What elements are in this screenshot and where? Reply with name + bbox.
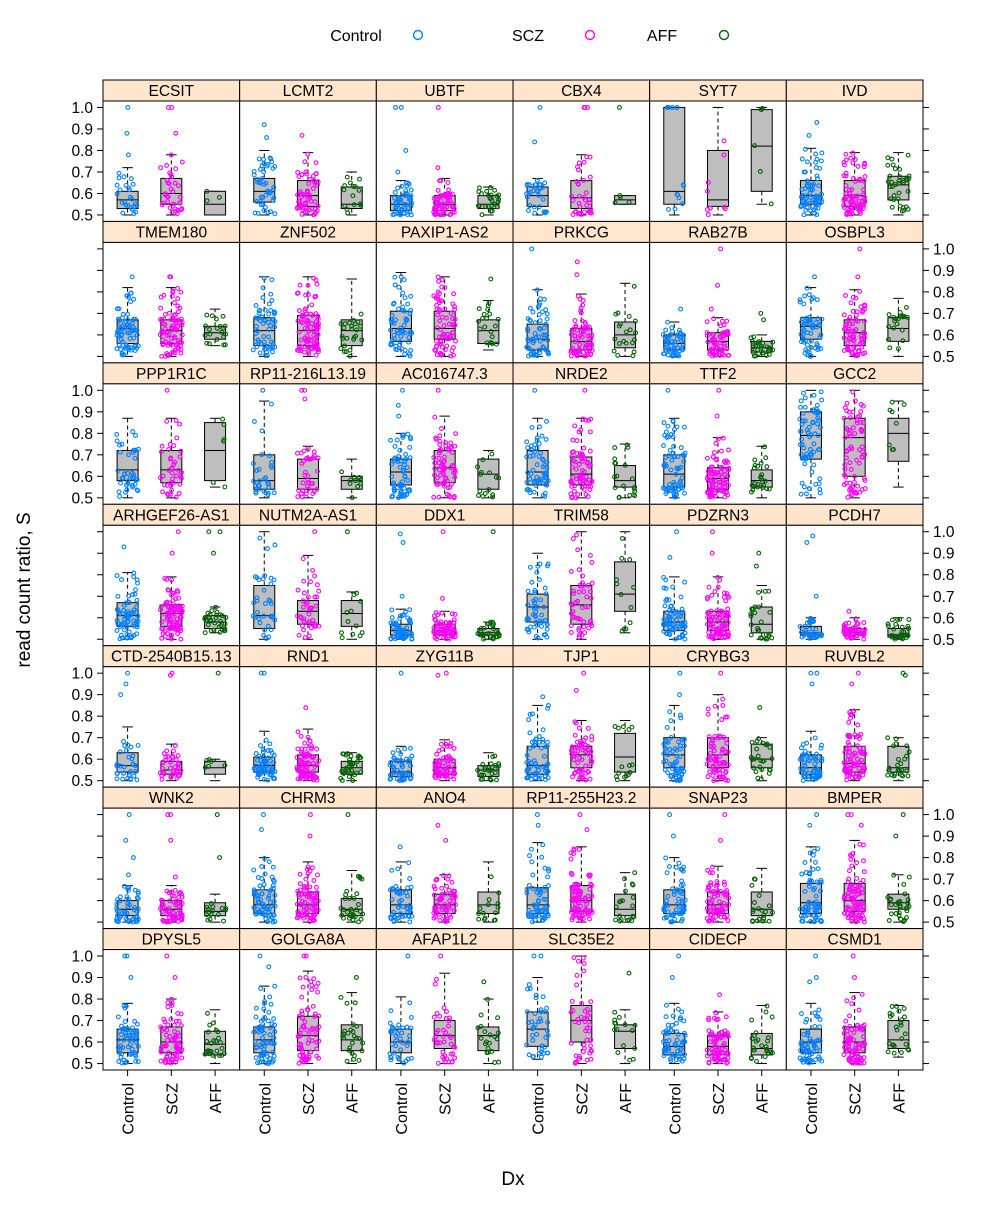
panel-cbx4: CBX4 (513, 80, 650, 221)
strip-label: PRKCG (554, 224, 609, 241)
panel-grid: ECSIT LCMT2 UBTF CBX4 SYT7 IVD TMEM180 ZNF502 PA… (103, 80, 923, 1070)
panel-wnk2: WNK2 (103, 787, 240, 928)
strip-label: PPP1R1C (136, 366, 207, 383)
strip-label: ZNF502 (280, 224, 336, 241)
strip-label: ZYG11B (416, 649, 474, 666)
panel-pcdh7: PCDH7 (786, 504, 923, 645)
strip-label: RND1 (287, 649, 329, 666)
panel-osbpl3: OSBPL3 (786, 221, 923, 362)
legend-label-scz: SCZ (512, 28, 544, 45)
panel-crybg3: CRYBG3 (650, 646, 787, 787)
panel-ecsit: ECSIT (103, 80, 240, 221)
panel-ubtf: UBTF (376, 80, 513, 221)
strip-label: WNK2 (149, 790, 194, 807)
box-iqr (205, 191, 226, 215)
panel-rnd1: RND1 (240, 646, 377, 787)
strip-label: OSBPL3 (825, 224, 885, 241)
strip-label: CRYBG3 (686, 649, 749, 666)
panel-arhgef26-as1: ARHGEF26-AS1 (103, 504, 240, 645)
box-iqr (888, 418, 909, 461)
strip-label: TTF2 (699, 366, 736, 383)
box-control (664, 106, 686, 215)
box-iqr (751, 110, 772, 192)
panel-ruvbl2: RUVBL2 (786, 646, 923, 787)
panel-gcc2: GCC2 (786, 363, 923, 504)
box-aff (205, 417, 227, 489)
box-iqr (708, 150, 729, 206)
box-iqr (205, 423, 226, 481)
panel-nrde2: NRDE2 (513, 363, 650, 504)
legend-symbol-scz (586, 31, 595, 40)
panel-rp11-216l13.19: RP11-216L13.19 (240, 363, 377, 504)
panel-ttf2: TTF2 (650, 363, 787, 504)
box-iqr (664, 107, 685, 204)
strip-label: IVD (842, 83, 868, 100)
strip-label: RUVBL2 (825, 649, 885, 666)
strip-label: ECSIT (149, 83, 195, 100)
panel-nutm2a-as1: NUTM2A-AS1 (240, 504, 377, 645)
strip-label: TRIM58 (554, 507, 609, 524)
strip-label: TMEM180 (136, 224, 208, 241)
strip-label: RP11-216L13.19 (250, 366, 366, 383)
box-iqr (478, 320, 499, 344)
strip-label: LCMT2 (283, 83, 334, 100)
panel-prkcg: PRKCG (513, 221, 650, 362)
strip-label: CTD-2540B15.13 (111, 649, 232, 666)
panel-zyg11b: ZYG11B (376, 646, 513, 787)
strip-label: NUTM2A-AS1 (259, 507, 357, 524)
box-iqr (751, 744, 772, 768)
strip-label: GCC2 (833, 366, 876, 383)
legend-label-control: Control (330, 28, 382, 45)
strip-label: PAXIP1-AS2 (401, 224, 489, 241)
panel-ddx1: DDX1 (376, 504, 513, 645)
box-aff (751, 107, 773, 206)
panel-znf502: ZNF502 (240, 221, 377, 362)
strip-label: AC016747.3 (402, 366, 488, 383)
panel-ivd: IVD (786, 80, 923, 221)
panel-rab27b: RAB27B (650, 221, 787, 362)
panel-pdzrn3: PDZRN3 (650, 504, 787, 645)
strip-label: DDX1 (424, 507, 465, 524)
strip-label: TJP1 (563, 649, 599, 666)
panel-ctd-2540b15.13: CTD-2540B15.13 (103, 646, 240, 787)
strip-label: NRDE2 (555, 366, 608, 383)
strip-label: RAB27B (688, 224, 747, 241)
legend: Control SCZ AFF (330, 28, 728, 45)
box-iqr (888, 318, 909, 342)
panel-paxip1-as2: PAXIP1-AS2 (376, 221, 513, 362)
strip-label: UBTF (424, 83, 464, 100)
panel-tmem180: TMEM180 (103, 221, 240, 362)
strip-label: PCDH7 (828, 507, 881, 524)
strip-label: SYT7 (699, 83, 738, 100)
panel-lcmt2: LCMT2 (240, 80, 377, 221)
panel-syt7: SYT7 (650, 80, 787, 221)
panel-trim58: TRIM58 (513, 504, 650, 645)
box-aff (205, 189, 226, 215)
panel-ac016747.3: AC016747.3 (376, 363, 513, 504)
strip-label: PDZRN3 (687, 507, 749, 524)
legend-label-aff: AFF (647, 28, 677, 45)
strip-label: ARHGEF26-AS1 (113, 507, 229, 524)
legend-symbol-aff (720, 31, 729, 40)
panel-tjp1: TJP1 (513, 646, 650, 787)
legend-symbol-control (414, 31, 423, 40)
panel-ppp1r1c: PPP1R1C (103, 363, 240, 504)
strip-label: CBX4 (561, 83, 602, 100)
